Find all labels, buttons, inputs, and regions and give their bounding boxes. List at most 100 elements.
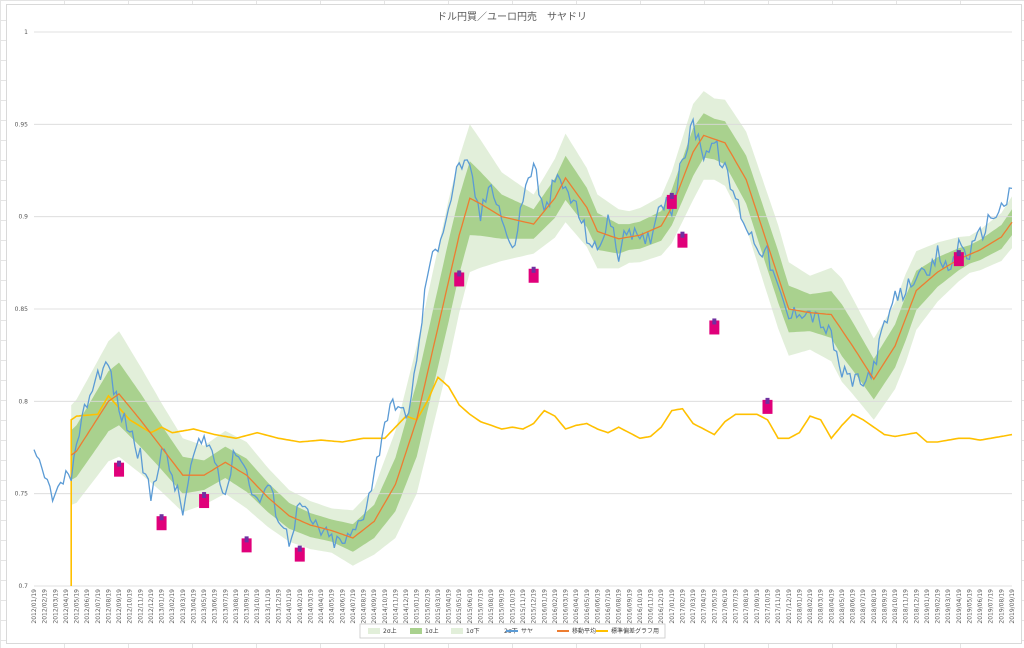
legend-label: 標準偏差グラフ用 [611, 627, 659, 635]
signal-markers [114, 192, 964, 562]
signal-marker-top [712, 318, 717, 325]
x-tick-label: 2017/11/19 [775, 589, 782, 624]
chart-title: ドル円買／ユーロ円売 サヤドリ [437, 10, 587, 23]
y-tick-label: 0.75 [15, 491, 29, 498]
x-tick-label: 2012/06/19 [84, 589, 91, 624]
moving-average-line [70, 134, 1013, 539]
signal-marker-top [531, 266, 536, 273]
x-tick-label: 2019/03/19 [945, 589, 952, 624]
signal-marker [666, 194, 677, 209]
x-tick-label: 2013/04/19 [190, 589, 197, 624]
x-tick-label: 2018/02/19 [807, 589, 814, 624]
x-tick-label: 2012/10/19 [127, 589, 134, 624]
signal-marker [953, 252, 964, 267]
x-tick-label: 2012/05/19 [74, 589, 81, 624]
x-tick-label: 2015/04/19 [446, 589, 453, 624]
x-tick-label: 2016/11/19 [648, 589, 655, 624]
bollinger-bands [71, 91, 1012, 566]
x-tick-label: 2012/01/19 [31, 589, 38, 624]
x-tick-label: 2019/06/19 [977, 589, 984, 624]
x-tick-label: 2014/05/19 [329, 589, 336, 624]
signal-marker [762, 399, 773, 414]
legend-label: 1σ下 [466, 628, 480, 635]
signal-marker [709, 320, 720, 335]
legend-label: 1σ上 [425, 627, 439, 635]
x-tick-label: 2013/06/19 [212, 589, 219, 624]
legend-swatch [451, 628, 463, 634]
signal-marker [241, 538, 252, 553]
x-tick-label: 2014/12/19 [403, 589, 410, 624]
x-tick-label: 2018/12/19 [913, 589, 920, 624]
x-tick-label: 2013/07/19 [222, 589, 229, 624]
y-tick-label: 1 [24, 29, 28, 36]
x-tick-label: 2013/05/19 [201, 589, 208, 624]
x-tick-label: 2014/07/19 [350, 589, 357, 624]
x-tick-label: 2017/10/19 [765, 589, 772, 624]
x-tick-label: 2015/10/19 [509, 589, 516, 624]
x-tick-label: 2016/06/19 [594, 589, 601, 624]
x-tick-label: 2017/04/19 [701, 589, 708, 624]
x-tick-label: 2015/01/19 [414, 589, 421, 624]
x-tick-label: 2014/08/19 [361, 589, 368, 624]
x-tick-label: 2016/03/19 [563, 589, 570, 624]
x-tick-label: 2019/05/19 [966, 589, 973, 624]
signal-marker [199, 494, 210, 509]
x-tick-label: 2014/01/19 [286, 589, 293, 624]
signal-marker-top [457, 270, 462, 277]
x-tick-label: 2018/05/19 [839, 589, 846, 624]
legend: 2σ上1σ上1σ下2σ下サヤ移動平均標準偏差グラフ用 [359, 623, 666, 639]
signal-marker [114, 462, 125, 477]
x-tick-label: 2016/05/19 [584, 589, 591, 624]
x-tick-label: 2013/02/19 [169, 589, 176, 624]
x-tick-label: 2019/09/19 [1009, 589, 1016, 624]
x-tick-label: 2014/10/19 [382, 589, 389, 624]
y-tick-label: 0.85 [15, 306, 29, 313]
x-tick-label: 2018/08/19 [871, 589, 878, 624]
x-tick-label: 2012/03/19 [52, 589, 59, 624]
signal-marker [454, 272, 465, 287]
x-tick-label: 2018/11/19 [903, 589, 910, 624]
x-tick-label: 2019/02/19 [935, 589, 942, 624]
x-tick-label: 2012/12/19 [148, 589, 155, 624]
x-tick-label: 2015/03/19 [435, 589, 442, 624]
signal-marker-top [159, 514, 164, 521]
x-tick-label: 2017/05/19 [711, 589, 718, 624]
x-tick-label: 2017/08/19 [743, 589, 750, 624]
gridlines [34, 31, 1012, 587]
stdev-line [70, 375, 1013, 586]
x-tick-label: 2014/11/19 [392, 589, 399, 624]
x-tick-label: 2016/12/19 [658, 589, 665, 624]
x-tick-label: 2015/07/19 [477, 589, 484, 624]
x-tick-label: 2018/07/19 [860, 589, 867, 624]
x-tick-label: 2017/03/19 [690, 589, 697, 624]
x-tick-label: 2013/12/19 [276, 589, 283, 624]
x-tick-label: 2014/03/19 [307, 589, 314, 624]
y-axis-ticks: 0.7 0.75 0.8 0.85 0.9 0.95 1 [15, 29, 29, 590]
x-tick-label: 2016/01/19 [541, 589, 548, 624]
x-tick-label: 2017/02/19 [679, 589, 686, 624]
x-tick-label: 2018/09/19 [881, 589, 888, 624]
signal-marker [677, 233, 688, 248]
x-tick-label: 2015/02/19 [424, 589, 431, 624]
x-tick-label: 2018/06/19 [850, 589, 857, 624]
signal-marker-top [297, 545, 302, 552]
x-tick-label: 2015/06/19 [467, 589, 474, 624]
legend-label: 移動平均 [572, 627, 596, 635]
y-tick-label: 0.9 [18, 214, 28, 221]
signal-marker [528, 268, 539, 283]
x-tick-label: 2015/08/19 [488, 589, 495, 624]
x-tick-label: 2016/04/19 [573, 589, 580, 624]
x-tick-label: 2013/09/19 [244, 589, 251, 624]
x-tick-label: 2012/04/19 [63, 589, 70, 624]
x-tick-label: 2012/07/19 [95, 589, 102, 624]
x-tick-label: 2019/07/19 [988, 589, 995, 624]
x-tick-label: 2016/07/19 [605, 589, 612, 624]
x-tick-label: 2012/02/19 [42, 589, 49, 624]
x-tick-label: 2012/11/19 [137, 589, 144, 624]
series-lines [33, 117, 1013, 586]
signal-marker-top [956, 250, 961, 257]
saya-line [33, 117, 1013, 549]
x-tick-label: 2017/06/19 [722, 589, 729, 624]
x-tick-label: 2012/09/19 [116, 589, 123, 624]
